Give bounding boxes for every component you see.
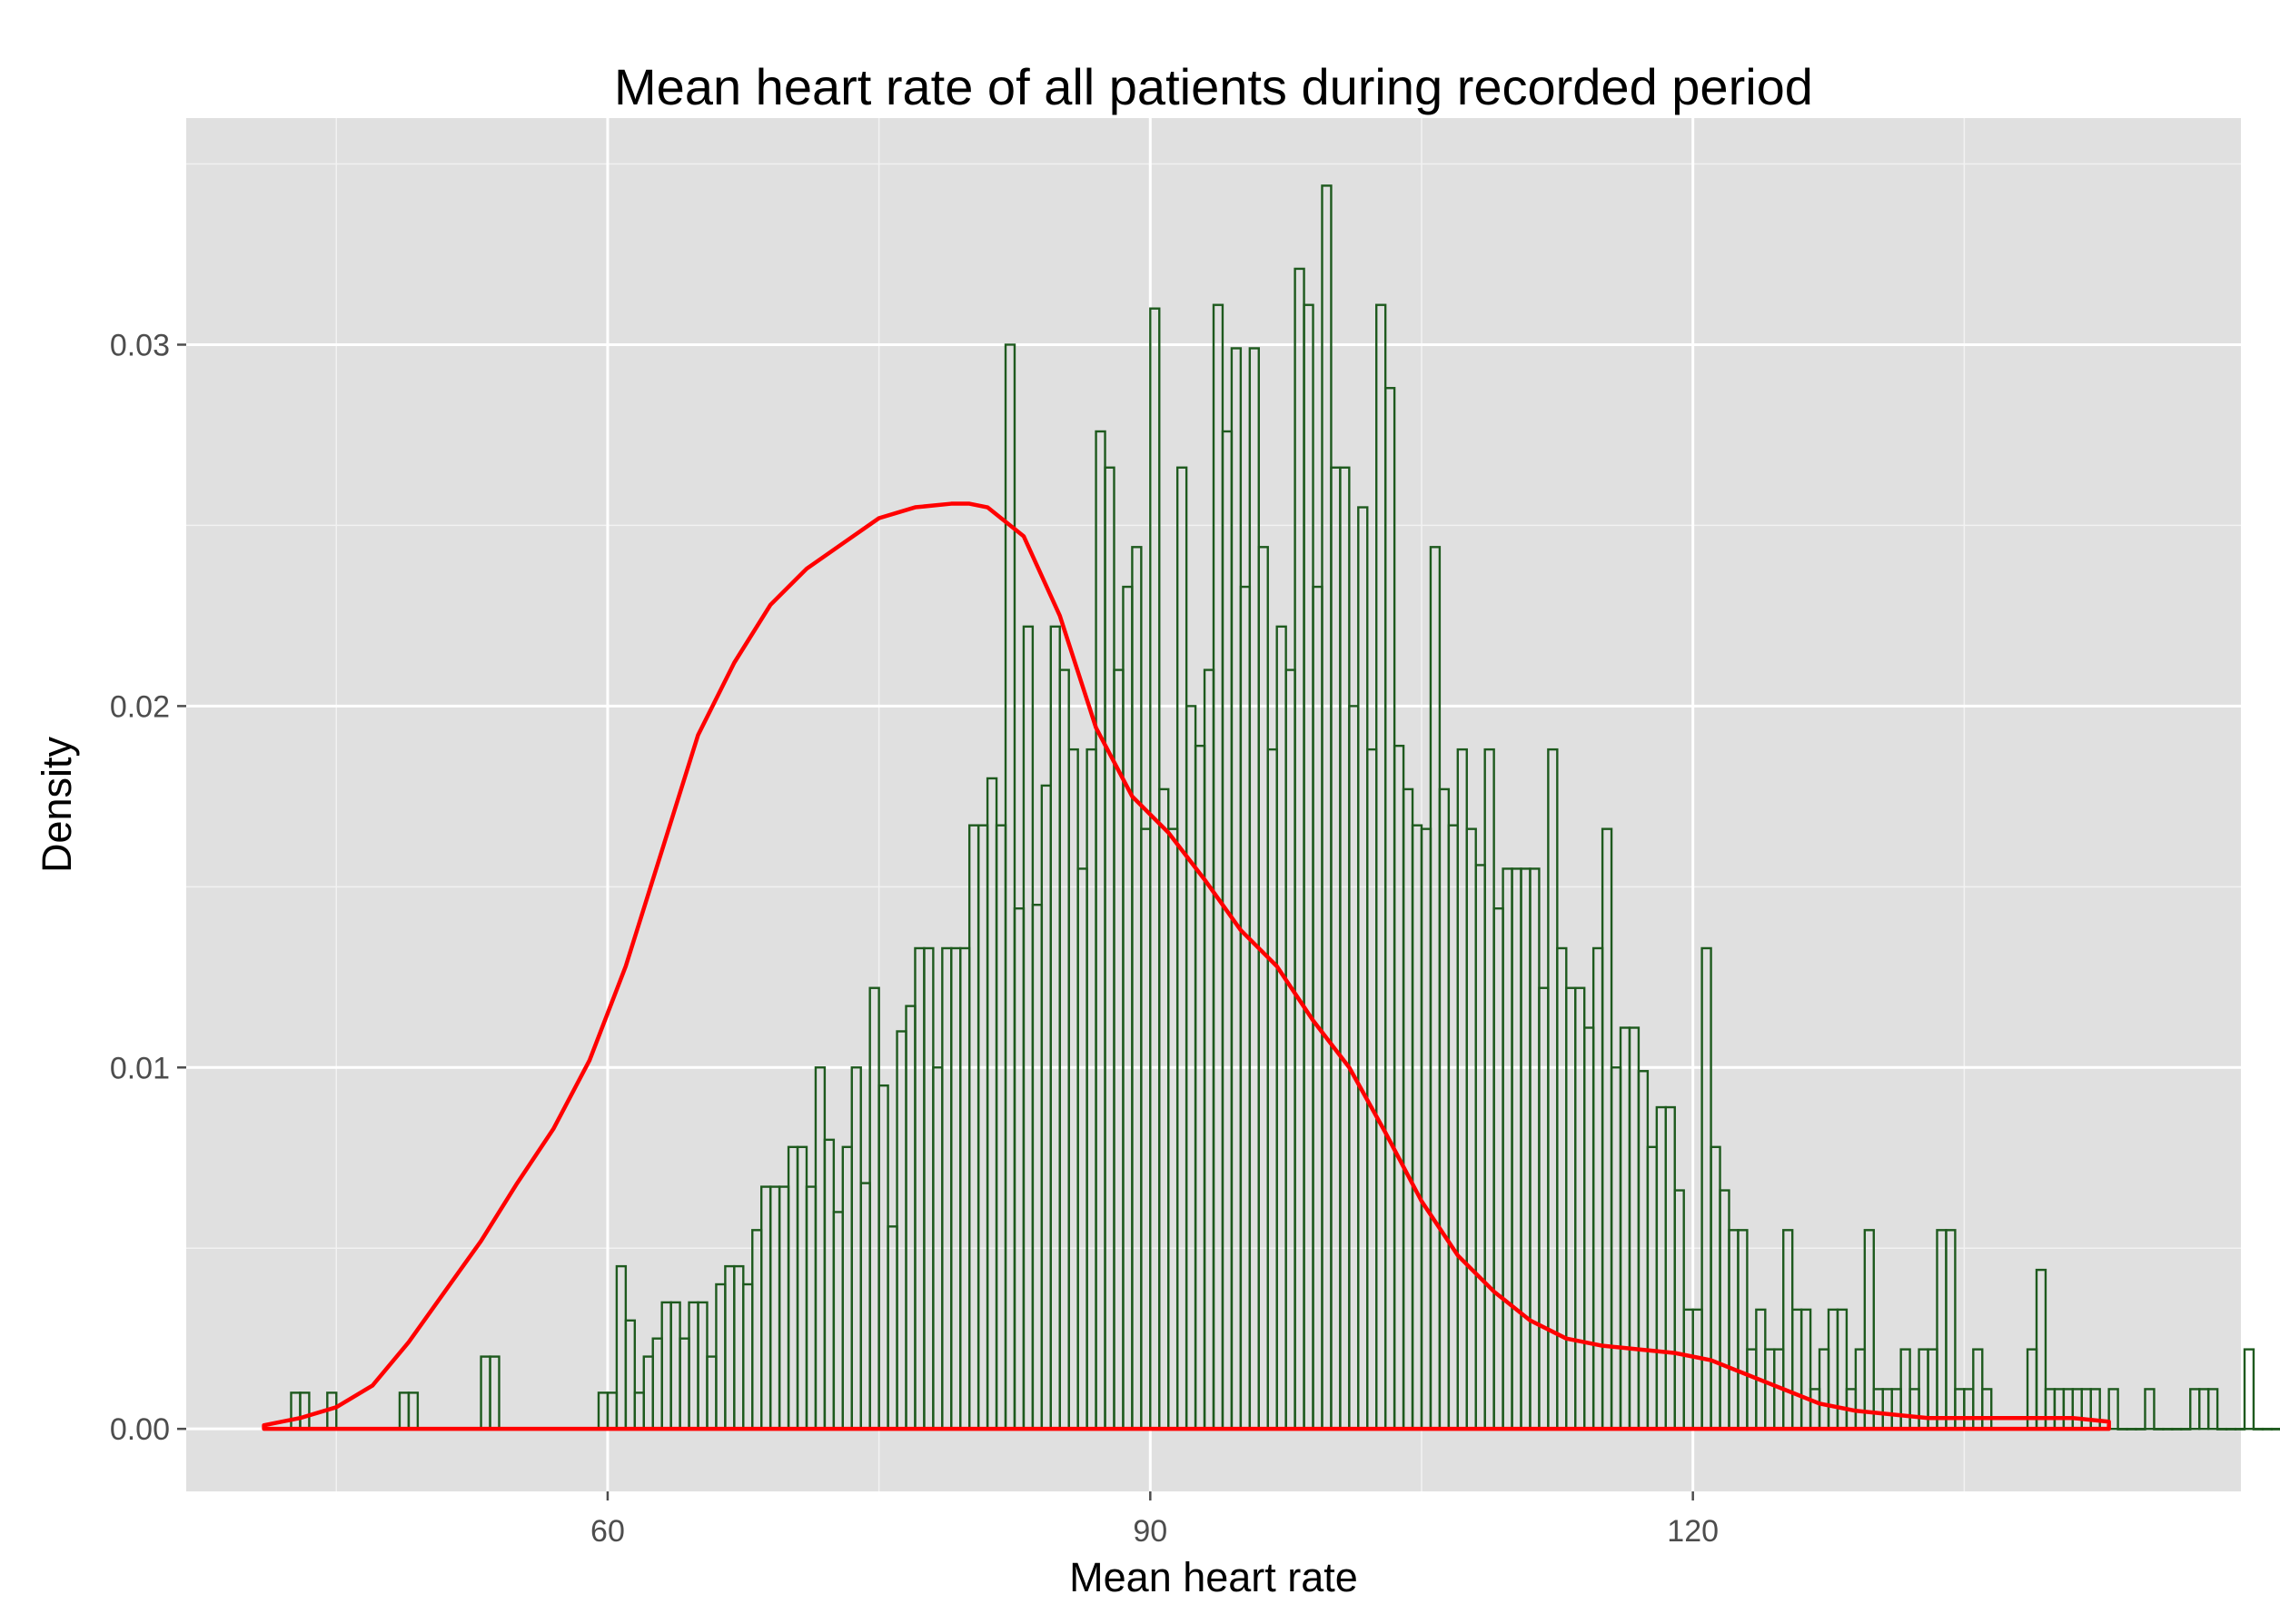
histogram-bar [2144,1388,2156,1431]
y-tick-label: 0.02 [110,689,170,724]
histogram-bar [2107,1388,2119,1431]
histogram-bar [2135,1427,2146,1431]
histogram-bar [2153,1427,2165,1431]
histogram-bar [2216,1427,2228,1431]
histogram-bar [2243,1348,2255,1431]
histogram-bar [2270,1427,2280,1431]
histogram-bar [2116,1427,2128,1431]
density-curve [262,501,2111,1431]
y-tick-label: 0.01 [110,1051,170,1085]
y-axis-title: Density [34,736,80,873]
x-axis-title: Mean heart rate [1069,1554,1358,1600]
y-axis: 0.00 0.01 0.02 0.03 [110,328,186,1447]
histogram-bar [2171,1427,2183,1431]
histogram-bar [2225,1427,2237,1431]
histogram-bar [2234,1427,2246,1431]
x-tick-label: 120 [1667,1514,1719,1549]
y-tick-label: 0.03 [110,328,170,362]
histogram-bar [2206,1388,2219,1431]
x-axis: 60 90 120 [590,1491,1719,1549]
chart-title: Mean heart rate of all patients during r… [614,58,1813,115]
y-tick-label: 0.00 [110,1412,170,1447]
x-tick-label: 90 [1133,1514,1167,1549]
histogram-bar [2180,1427,2192,1431]
histogram-bar [2162,1427,2174,1431]
histogram-bar [2252,1427,2265,1431]
density-layer [262,501,2111,1431]
histogram-bar [2261,1427,2274,1431]
x-tick-label: 60 [590,1514,625,1549]
histogram-bar [2126,1427,2137,1431]
